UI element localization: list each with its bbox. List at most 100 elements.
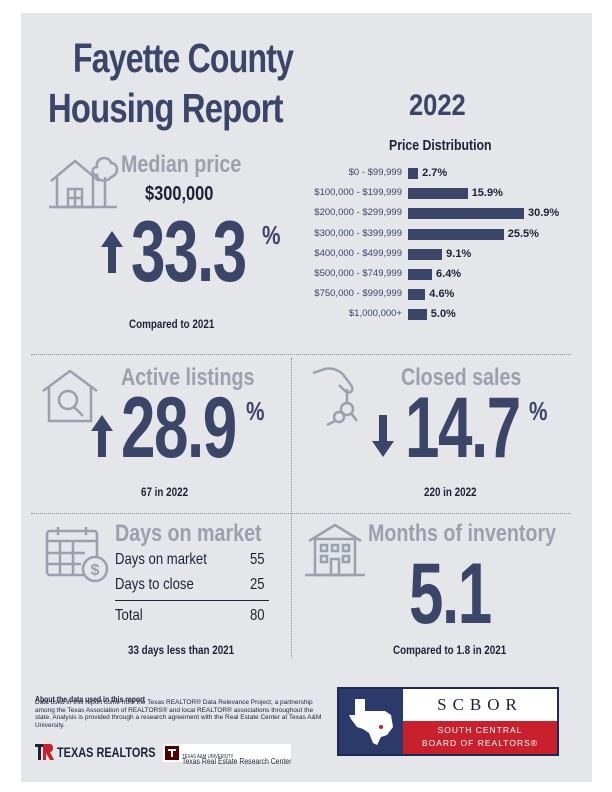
divider-1 — [31, 354, 571, 355]
distribution-percent-label: 2.7% — [422, 167, 448, 179]
days-on-market-label-text: Days on market — [115, 520, 262, 547]
days-row-1-value: 55 — [250, 551, 268, 569]
divider-2 — [31, 513, 571, 514]
distribution-percent-label: 5.0% — [430, 308, 456, 321]
about-body: Data used in this report come from the T… — [35, 699, 322, 729]
title-line-1: Fayette County — [73, 35, 355, 82]
days-row-2-value: 25 — [250, 576, 268, 594]
distribution-bar — [408, 188, 468, 200]
closed-note: 220 in 2022 — [424, 483, 488, 501]
texas-realtors-text: TEXAS REALTORS — [57, 744, 156, 760]
median-price-label-text: Median price — [121, 151, 242, 178]
up-arrow-icon — [101, 231, 123, 273]
distribution-title-text: Price Distribution — [389, 137, 492, 154]
days-total-value: 80 — [250, 607, 268, 625]
days-on-market-label: Days on market — [115, 520, 294, 548]
svg-text:$: $ — [91, 562, 100, 579]
days-total: Total — [115, 607, 149, 625]
distribution-range-label: $1,000,000+ — [348, 308, 402, 320]
median-percent-sign: % — [262, 220, 281, 250]
report-sheet: Fayette County Housing Report 2022 Media… — [21, 13, 592, 782]
median-price-text: $300,000 — [145, 183, 214, 205]
distribution-bar — [408, 269, 433, 280]
distribution-percent-label: 4.6% — [429, 288, 455, 301]
title-line-2: Housing Report — [48, 85, 341, 132]
distribution-bar — [408, 248, 443, 260]
report-year: 2022 — [409, 89, 476, 123]
divider-vertical — [291, 358, 292, 658]
tamu-logo: TEXAS A&M UNIVERSITY Texas Real Estate R… — [163, 744, 291, 766]
texas-realtors-logo: TEXAS REALTORS — [57, 744, 183, 762]
down-arrow-icon — [372, 415, 394, 457]
closed-percent-sign: % — [529, 396, 548, 426]
distribution-bar — [408, 228, 504, 240]
days-row-1: Days on market — [115, 551, 227, 569]
inventory-note: Compared to 1.8 in 2021 — [393, 641, 531, 659]
active-change-value: 28.9 — [121, 380, 237, 476]
closed-change: 14.7 — [405, 385, 564, 471]
closed-note-text: 220 in 2022 — [424, 485, 477, 499]
active-change: 28.9 — [121, 385, 280, 471]
days-row-1-name: Days on market — [115, 551, 207, 568]
distribution-percent-label: 9.1% — [446, 247, 472, 260]
distribution-range-label: $200,000 - $299,999 — [314, 207, 402, 219]
scbor-name-box: SCBOR — [403, 689, 557, 721]
active-note-text: 67 in 2022 — [141, 485, 189, 499]
inventory-note-text: Compared to 1.8 in 2021 — [393, 643, 507, 657]
building-icon — [305, 523, 365, 577]
days-row-2-value-text: 25 — [250, 576, 265, 593]
distribution-range-label: $300,000 - $399,999 — [314, 227, 402, 239]
title-text-2: Housing Report — [48, 85, 284, 131]
distribution-range-label: $100,000 - $199,999 — [314, 187, 402, 199]
house-tree-icon — [49, 156, 119, 209]
tamu-center-text: Texas Real Estate Research Center — [182, 757, 292, 766]
closed-sales-label: Closed sales — [401, 364, 548, 392]
months-inventory-label-text: Months of inventory — [368, 520, 557, 547]
distribution-range-label: $0 - $99,999 — [348, 167, 402, 178]
months-inventory-label: Months of inventory — [368, 520, 597, 548]
hand-keys-icon — [312, 367, 358, 427]
median-price-value: $300,000 — [145, 183, 228, 206]
distribution-range-label: $750,000 - $999,999 — [314, 288, 402, 300]
active-note: 67 in 2022 — [141, 483, 198, 501]
tamu-small-text: TEXAS A&M UNIVERSITY — [182, 754, 234, 760]
closed-percent: % — [529, 396, 552, 427]
days-row-1-value-text: 55 — [250, 551, 265, 568]
days-note: 33 days less than 2021 — [128, 641, 257, 659]
distribution-range-label: $400,000 - $499,999 — [314, 247, 402, 259]
distribution-title: Price Distribution — [389, 137, 514, 155]
median-note: Compared to 2021 — [129, 315, 233, 333]
texas-realtors-logo-icon — [35, 744, 54, 760]
days-row-2-name: Days to close — [115, 576, 194, 593]
texas-map-icon — [349, 699, 393, 745]
scbor-subtitle-box: SOUTH CENTRAL BOARD OF REALTORS® — [403, 721, 557, 754]
about-heading: About the data used in this report — [35, 689, 163, 707]
title-text-1: Fayette County — [73, 35, 294, 81]
tamu-mark-icon — [165, 746, 179, 760]
about-heading-text: About the data used in this report — [35, 695, 146, 704]
scbor-name: SCBOR — [437, 695, 523, 714]
distribution-range-label: $500,000 - $749,999 — [314, 268, 402, 279]
house-search-icon — [42, 369, 98, 423]
closed-change-value: 14.7 — [405, 380, 521, 476]
distribution-bar — [408, 168, 419, 179]
scbor-line-2: BOARD OF REALTORS® — [421, 738, 539, 748]
active-listings-label: Active listings — [121, 364, 284, 392]
median-percent: % — [262, 220, 285, 251]
active-percent-sign: % — [246, 396, 265, 426]
distribution-percent-label: 30.9% — [528, 207, 560, 220]
days-total-label: Total — [115, 607, 143, 624]
year-text: 2022 — [409, 89, 466, 122]
scbor-line-1: SOUTH CENTRAL — [437, 725, 523, 735]
scbor-logo: SCBOR SOUTH CENTRAL BOARD OF REALTORS® — [337, 687, 559, 756]
closed-sales-label-text: Closed sales — [401, 364, 522, 391]
active-percent: % — [246, 396, 269, 427]
distribution-percent-label: 25.5% — [507, 227, 539, 240]
days-total-value-text: 80 — [250, 607, 265, 624]
days-row-2: Days to close — [115, 576, 211, 594]
distribution-percent-label: 6.4% — [436, 268, 462, 280]
distribution-bar — [408, 289, 426, 301]
distribution-bar — [408, 208, 524, 220]
median-price-label: Median price — [121, 151, 268, 179]
distribution-bar — [408, 309, 427, 321]
